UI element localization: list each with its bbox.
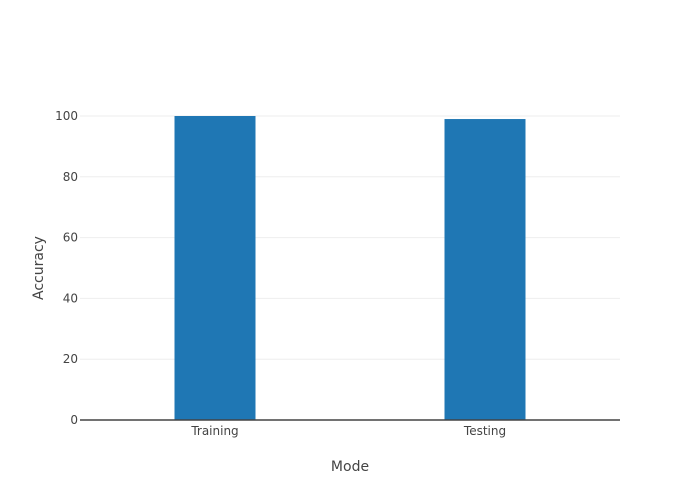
- y-tick-label: 0: [70, 413, 78, 427]
- x-axis-title: Mode: [331, 459, 369, 475]
- y-axis-ticks: 0 20 40 60 80 100: [55, 109, 78, 427]
- x-axis-ticks: Training Testing: [190, 424, 506, 438]
- y-tick-label: 80: [63, 170, 78, 184]
- x-tick-label: Testing: [463, 424, 506, 438]
- x-tick-label: Training: [190, 424, 238, 438]
- y-tick-label: 60: [63, 231, 78, 245]
- y-tick-label: 100: [55, 109, 78, 123]
- y-tick-label: 40: [63, 291, 78, 305]
- bar-training[interactable]: [174, 116, 256, 420]
- y-axis-title: Accuracy: [31, 236, 47, 300]
- y-tick-label: 20: [63, 352, 78, 366]
- bars: [174, 116, 526, 420]
- bar-testing[interactable]: [444, 119, 526, 420]
- gridlines: [80, 115, 620, 360]
